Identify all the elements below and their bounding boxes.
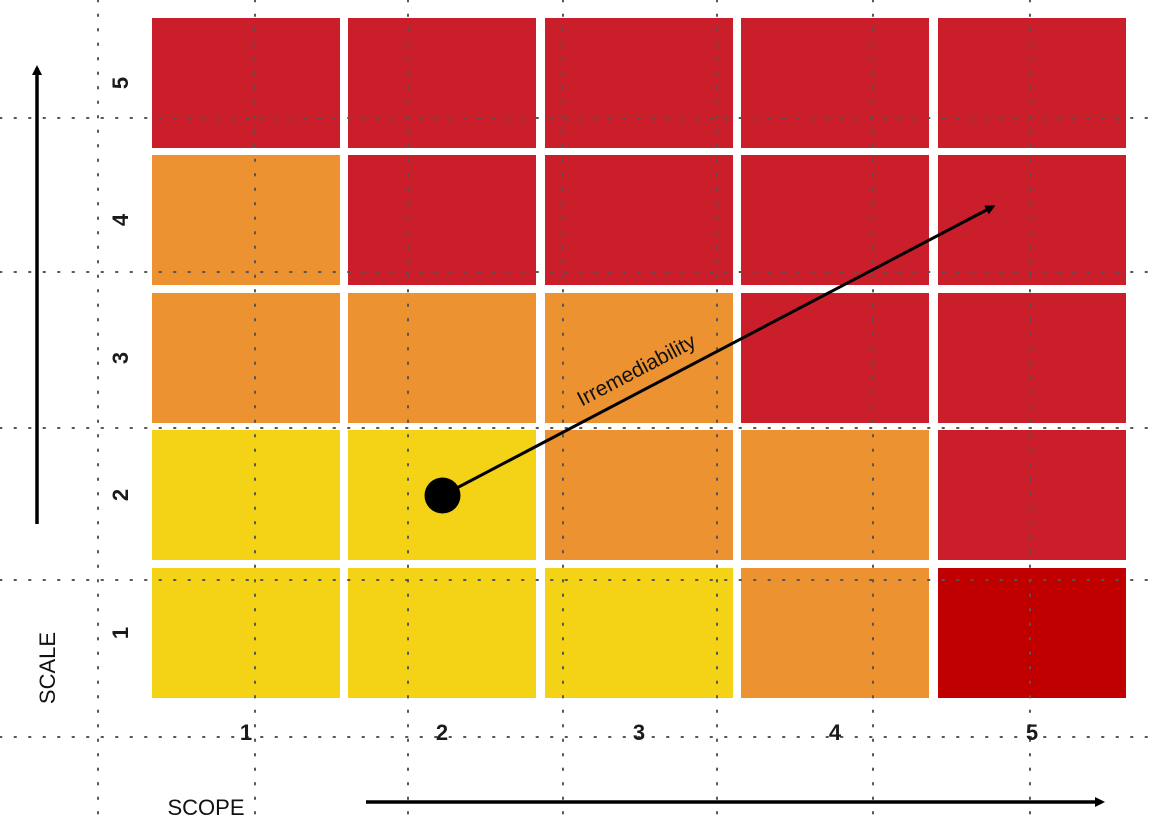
matrix-cell-scale3-scope1 [152, 293, 340, 423]
y-tick-label: 3 [108, 352, 133, 364]
matrix-cell-scale4-scope2 [348, 155, 536, 285]
axis-arrows: SCALE SCOPE [32, 65, 1105, 820]
x-tick-label: 2 [436, 720, 448, 745]
matrix-cell-scale1-scope1 [152, 568, 340, 698]
matrix-cell-scale1-scope3 [545, 568, 733, 698]
matrix-cell-scale4-scope1 [152, 155, 340, 285]
matrix-cell-scale5-scope4 [741, 18, 929, 148]
matrix-cell-scale2-scope5 [938, 430, 1126, 560]
tick-labels: 1 2 3 4 5 1 2 3 4 5 [108, 77, 1038, 745]
matrix-cell-scale2-scope4 [741, 430, 929, 560]
matrix-cell-scale5-scope3 [545, 18, 733, 148]
matrix-cell-scale5-scope5 [938, 18, 1126, 148]
matrix-cell-scale4-scope3 [545, 155, 733, 285]
x-tick-label: 5 [1026, 720, 1038, 745]
y-tick-label: 1 [108, 627, 133, 639]
matrix-cell-scale5-scope1 [152, 18, 340, 148]
matrix-cell-scale1-scope2 [348, 568, 536, 698]
matrix-cell-scale5-scope2 [348, 18, 536, 148]
origin-point [424, 477, 461, 514]
matrix-cell-scale3-scope4 [741, 293, 929, 423]
matrix-cells [152, 18, 1126, 698]
matrix-cell-scale4-scope4 [741, 155, 929, 285]
matrix-cell-scale2-scope3 [545, 430, 733, 560]
scope-axis-title: SCOPE [167, 795, 244, 820]
x-tick-label: 4 [829, 720, 842, 745]
matrix-cell-scale1-scope4 [741, 568, 929, 698]
x-tick-label: 1 [240, 720, 252, 745]
matrix-cell-scale1-scope5 [938, 568, 1126, 698]
matrix-cell-scale2-scope1 [152, 430, 340, 560]
y-tick-label: 5 [108, 77, 133, 89]
y-tick-label: 4 [108, 213, 133, 226]
irremediability-arrow [441, 205, 996, 497]
matrix-cell-scale3-scope5 [938, 293, 1126, 423]
matrix-cell-scale3-scope2 [348, 293, 536, 423]
scale-axis-title: SCALE [35, 632, 60, 704]
y-tick-label: 2 [108, 489, 133, 501]
x-tick-label: 3 [633, 720, 645, 745]
